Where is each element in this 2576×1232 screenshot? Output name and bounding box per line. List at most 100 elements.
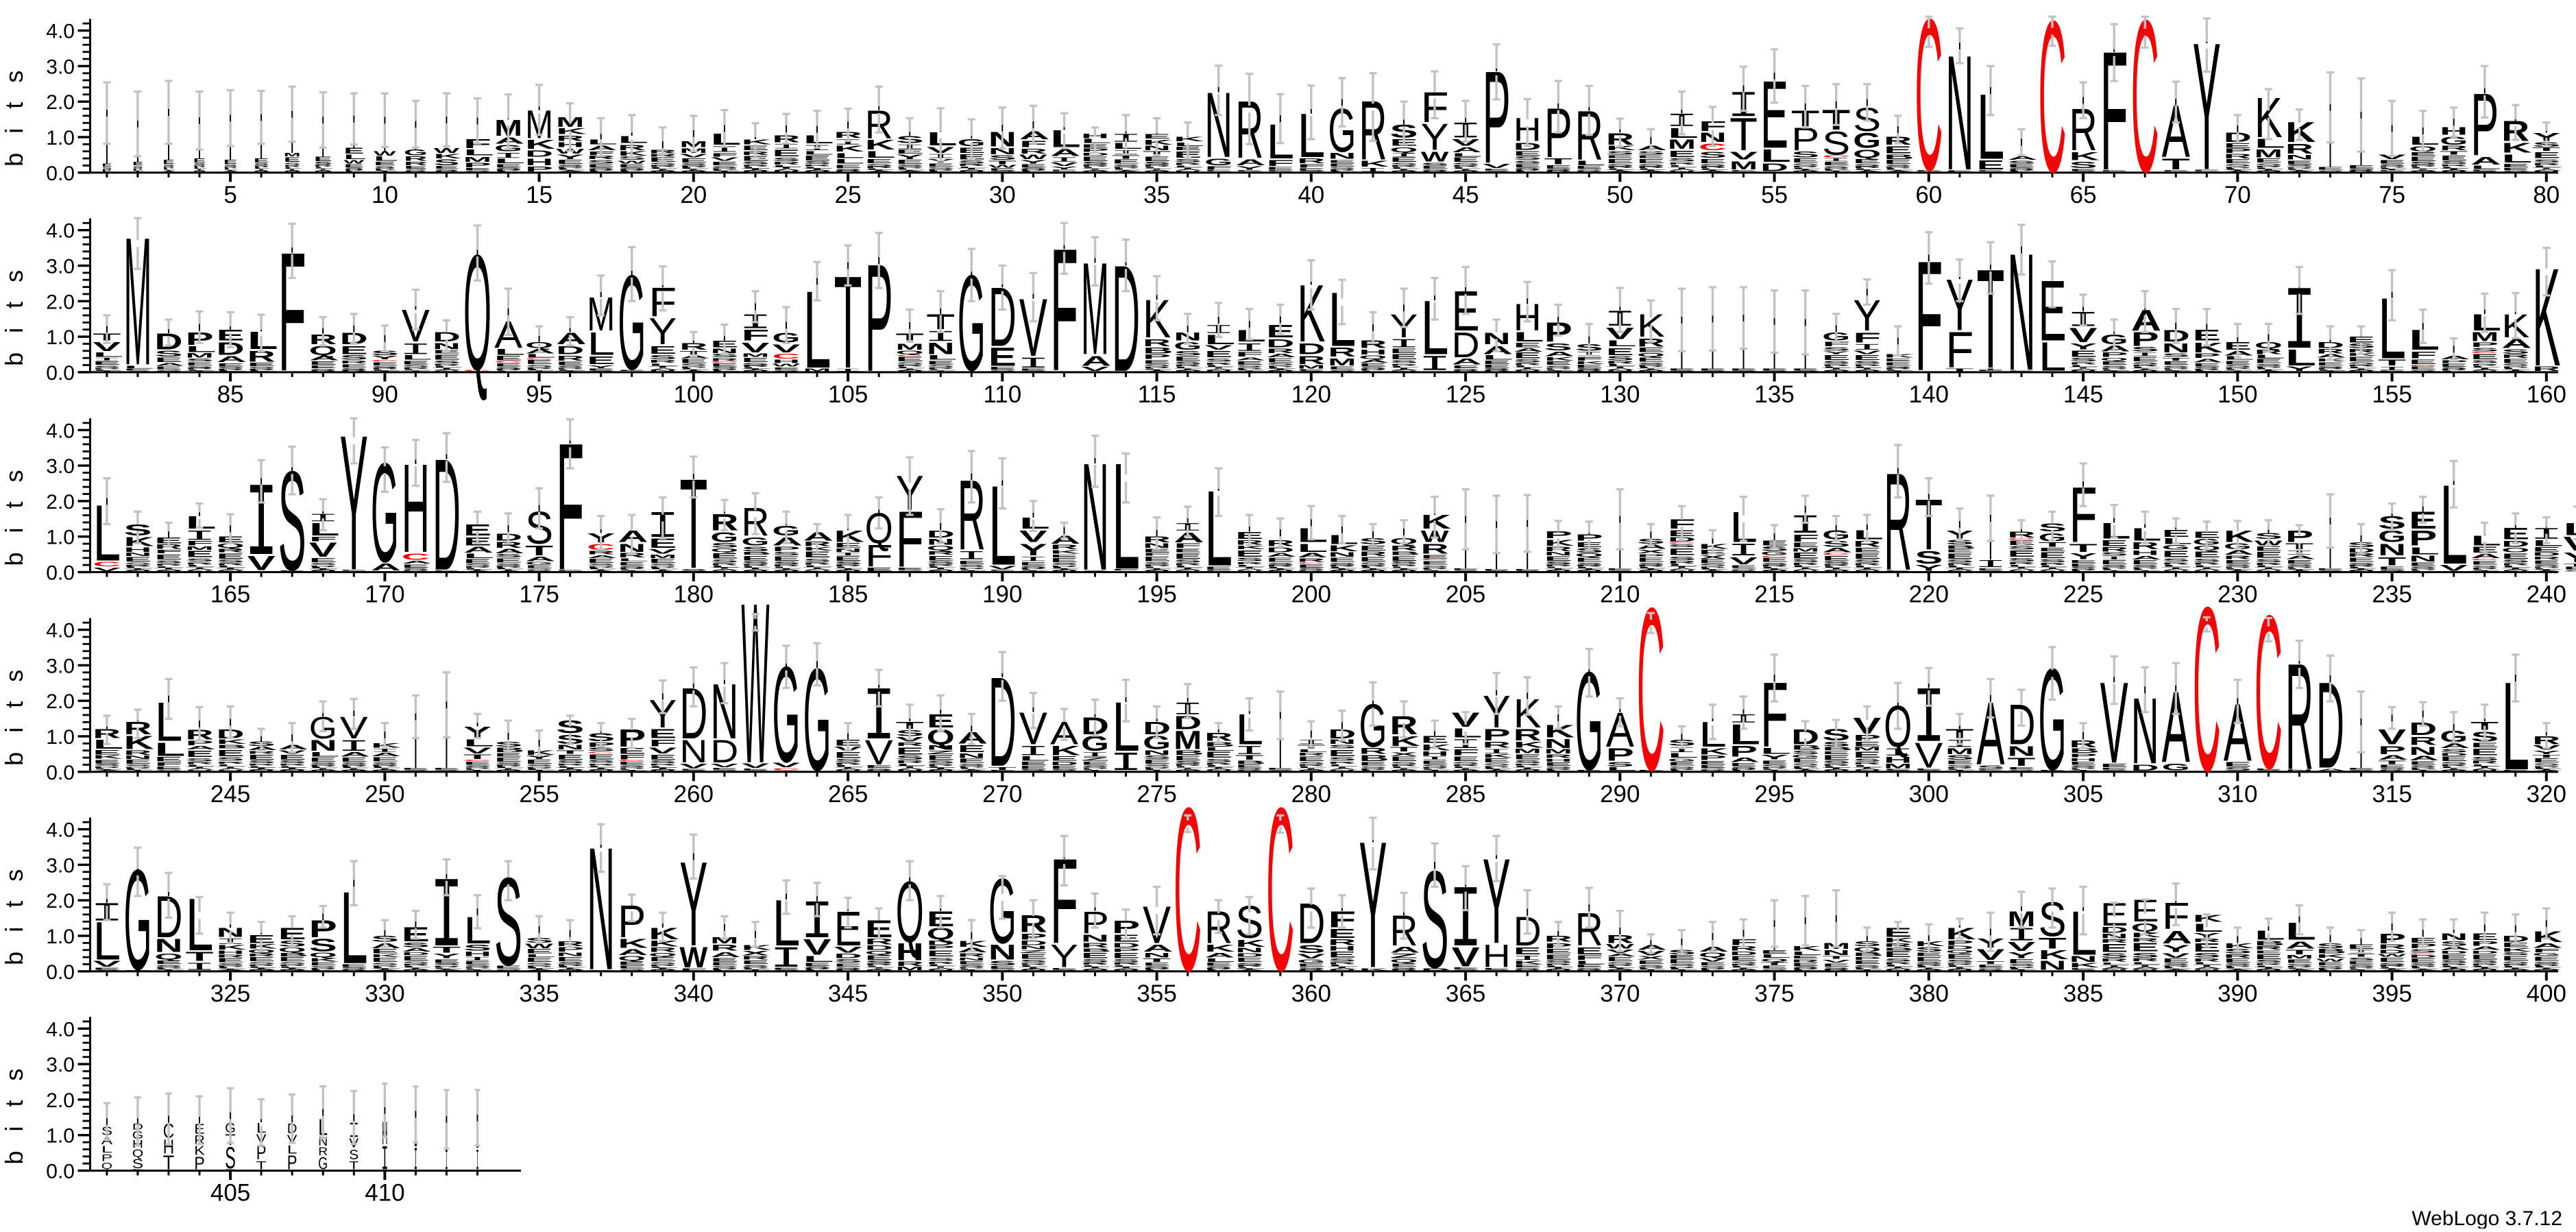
svg-text:115: 115 xyxy=(1138,381,1176,408)
svg-text:L: L xyxy=(402,354,433,361)
svg-text:185: 185 xyxy=(828,581,868,608)
svg-text:260: 260 xyxy=(674,781,714,808)
svg-text:E: E xyxy=(1328,748,1356,758)
svg-text:395: 395 xyxy=(2372,980,2411,1007)
svg-text:375: 375 xyxy=(1754,980,1794,1007)
svg-text:L: L xyxy=(927,128,958,149)
svg-text:L: L xyxy=(710,130,741,148)
svg-text:400: 400 xyxy=(2527,980,2566,1007)
svg-text:150: 150 xyxy=(2217,381,2257,408)
svg-text:290: 290 xyxy=(1600,781,1640,808)
svg-text:L: L xyxy=(1668,752,1699,759)
svg-text:40: 40 xyxy=(1298,182,1324,208)
svg-text:E: E xyxy=(1019,953,1047,961)
svg-text:K: K xyxy=(958,940,988,949)
svg-text:45: 45 xyxy=(1453,182,1479,208)
svg-text:bits: bits xyxy=(0,850,28,965)
svg-text:1.0: 1.0 xyxy=(46,926,75,948)
svg-text:70: 70 xyxy=(2224,182,2251,208)
svg-text:365: 365 xyxy=(1446,980,1485,1007)
svg-text:200: 200 xyxy=(1291,581,1331,608)
svg-text:F: F xyxy=(186,540,214,547)
svg-text:335: 335 xyxy=(519,980,559,1007)
svg-text:L: L xyxy=(618,134,648,145)
svg-text:4.0: 4.0 xyxy=(46,420,75,442)
svg-text:C: C xyxy=(2193,559,2221,820)
svg-text:L: L xyxy=(1112,142,1143,151)
svg-text:3.0: 3.0 xyxy=(46,56,75,78)
svg-text:205: 205 xyxy=(1446,581,1485,608)
svg-text:V: V xyxy=(2069,324,2098,346)
svg-text:155: 155 xyxy=(2372,381,2411,408)
svg-text:F: F xyxy=(710,152,738,158)
svg-text:T: T xyxy=(1729,109,1758,161)
svg-text:285: 285 xyxy=(1446,781,1485,808)
svg-text:370: 370 xyxy=(1600,980,1640,1007)
svg-text:235: 235 xyxy=(2372,581,2411,608)
svg-text:E: E xyxy=(1421,760,1449,766)
svg-text:E: E xyxy=(193,158,206,164)
svg-text:E: E xyxy=(1822,555,1850,562)
svg-text:K: K xyxy=(1483,753,1514,759)
svg-text:C: C xyxy=(1266,758,1294,1019)
svg-text:210: 210 xyxy=(1600,581,1640,608)
svg-text:T: T xyxy=(1235,754,1263,761)
svg-text:E: E xyxy=(186,549,214,559)
svg-text:W: W xyxy=(434,147,460,155)
svg-text:E: E xyxy=(314,156,332,162)
svg-text:C: C xyxy=(1637,560,1665,819)
svg-text:V: V xyxy=(1729,555,1758,566)
svg-text:20: 20 xyxy=(680,182,707,208)
svg-text:K: K xyxy=(834,144,864,153)
svg-text:K: K xyxy=(1421,511,1452,533)
svg-text:120: 120 xyxy=(1291,381,1331,408)
svg-text:225: 225 xyxy=(2063,581,2103,608)
svg-text:95: 95 xyxy=(526,381,552,408)
svg-text:K: K xyxy=(217,944,247,951)
svg-text:C: C xyxy=(1915,0,1943,215)
svg-text:A: A xyxy=(2008,156,2038,161)
svg-text:5: 5 xyxy=(223,182,236,208)
svg-text:E: E xyxy=(1791,551,1819,560)
svg-text:0.0: 0.0 xyxy=(46,961,75,984)
svg-text:0.0: 0.0 xyxy=(46,562,75,585)
svg-text:K: K xyxy=(1514,960,1544,965)
svg-text:L: L xyxy=(2131,524,2162,544)
svg-text:2.0: 2.0 xyxy=(46,491,75,514)
svg-text:255: 255 xyxy=(519,781,559,808)
svg-text:80: 80 xyxy=(2533,182,2560,208)
svg-text:L: L xyxy=(803,134,834,146)
svg-text:50: 50 xyxy=(1607,182,1633,208)
svg-text:K: K xyxy=(742,138,773,146)
svg-text:2.0: 2.0 xyxy=(46,291,75,313)
svg-text:L: L xyxy=(186,513,217,533)
svg-text:250: 250 xyxy=(365,781,404,808)
svg-text:0.0: 0.0 xyxy=(46,162,75,185)
svg-text:A: A xyxy=(618,527,648,546)
svg-text:E: E xyxy=(1668,546,1696,557)
svg-text:L: L xyxy=(1729,718,1760,751)
svg-text:320: 320 xyxy=(2527,781,2566,808)
svg-text:0.0: 0.0 xyxy=(46,762,75,784)
svg-text:L: L xyxy=(2285,345,2316,370)
svg-text:E: E xyxy=(371,361,399,367)
svg-text:C: C xyxy=(2255,570,2283,814)
svg-text:110: 110 xyxy=(983,381,1021,408)
svg-text:L: L xyxy=(803,150,834,156)
svg-text:145: 145 xyxy=(2063,381,2103,408)
svg-text:25: 25 xyxy=(835,182,862,208)
svg-text:1.0: 1.0 xyxy=(46,726,75,749)
svg-text:E: E xyxy=(896,356,924,363)
svg-text:L: L xyxy=(2409,134,2440,147)
svg-text:L: L xyxy=(1204,333,1235,347)
svg-text:E: E xyxy=(2409,366,2437,370)
svg-text:L: L xyxy=(1019,515,1050,533)
svg-text:125: 125 xyxy=(1446,381,1485,408)
svg-text:340: 340 xyxy=(674,980,714,1007)
svg-text:L: L xyxy=(494,158,525,165)
svg-text:E: E xyxy=(1514,352,1542,361)
svg-text:15: 15 xyxy=(526,182,552,208)
svg-text:E: E xyxy=(773,967,801,970)
svg-text:1.0: 1.0 xyxy=(46,326,75,349)
svg-text:E: E xyxy=(2470,560,2499,566)
